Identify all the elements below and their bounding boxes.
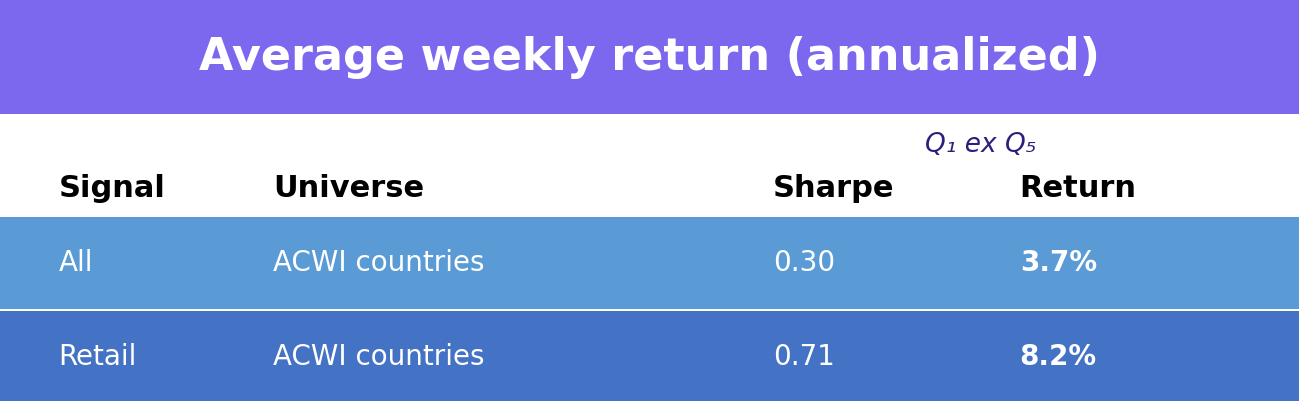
Text: Universe: Universe bbox=[273, 174, 423, 203]
FancyBboxPatch shape bbox=[0, 0, 1299, 114]
Text: Retail: Retail bbox=[58, 343, 136, 371]
Text: 0.71: 0.71 bbox=[773, 343, 835, 371]
Text: 8.2%: 8.2% bbox=[1020, 343, 1096, 371]
FancyBboxPatch shape bbox=[0, 217, 1299, 309]
Text: All: All bbox=[58, 249, 94, 277]
Text: 0.30: 0.30 bbox=[773, 249, 835, 277]
Text: ACWI countries: ACWI countries bbox=[273, 249, 485, 277]
FancyBboxPatch shape bbox=[0, 114, 1299, 217]
Text: 3.7%: 3.7% bbox=[1020, 249, 1096, 277]
Text: Sharpe: Sharpe bbox=[773, 174, 895, 203]
Text: Return: Return bbox=[1020, 174, 1137, 203]
Text: Average weekly return (annualized): Average weekly return (annualized) bbox=[199, 36, 1100, 79]
Text: Q₁ ex Q₅: Q₁ ex Q₅ bbox=[925, 132, 1037, 158]
FancyBboxPatch shape bbox=[0, 311, 1299, 401]
Text: ACWI countries: ACWI countries bbox=[273, 343, 485, 371]
Text: Signal: Signal bbox=[58, 174, 165, 203]
